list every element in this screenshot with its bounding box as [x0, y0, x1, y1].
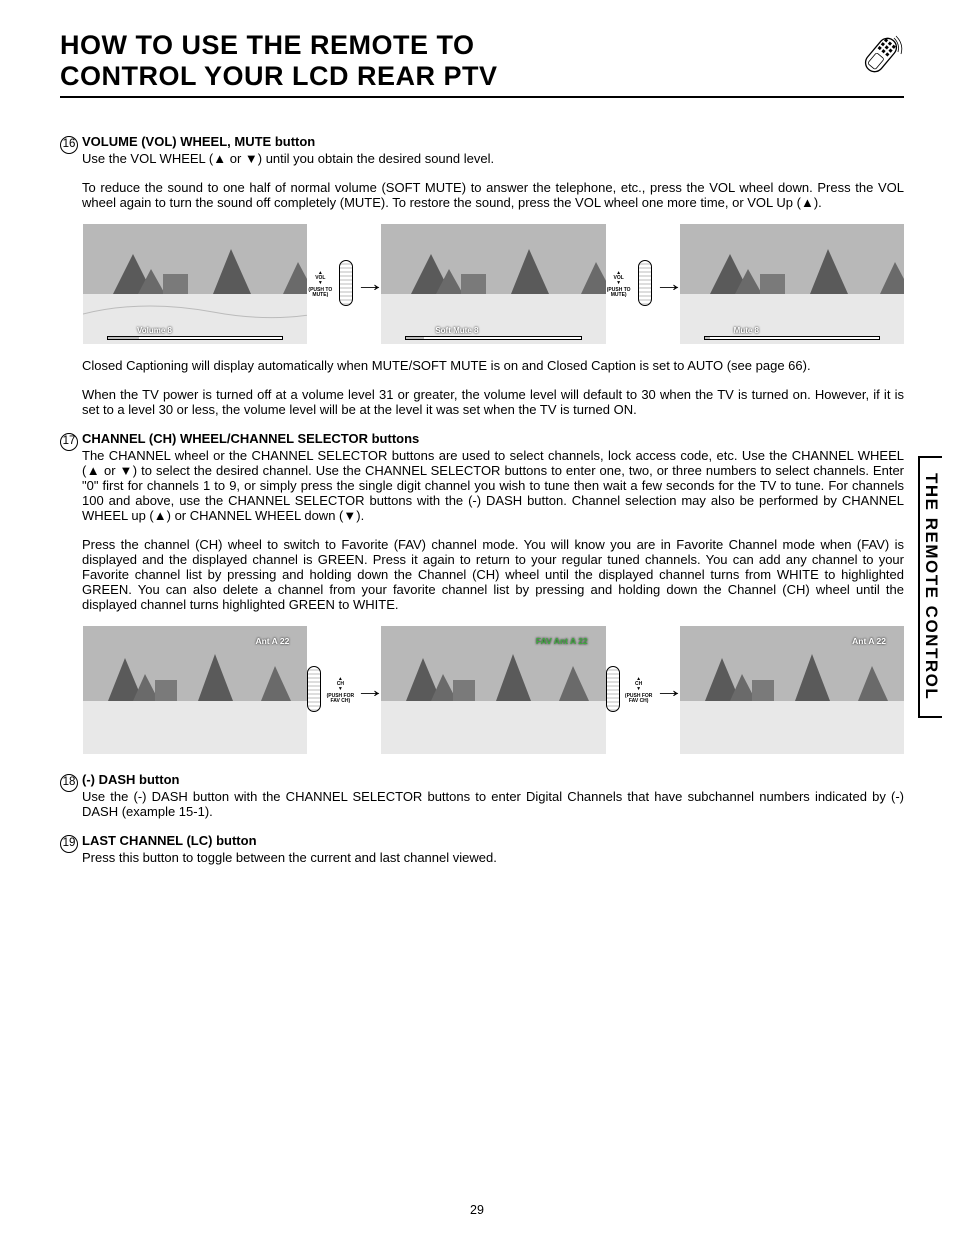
item-number-18: 18 — [60, 772, 82, 819]
section-16-body: VOLUME (VOL) WHEEL, MUTE button Use the … — [82, 134, 904, 210]
title-line-1: HOW TO USE THE REMOTE TO — [60, 30, 475, 60]
vol-wheel-icon — [638, 260, 652, 306]
osd-track — [405, 336, 581, 340]
section-19-body: LAST CHANNEL (LC) button Press this butt… — [82, 833, 904, 865]
wheel-push-label: (PUSH TO MUTE) — [308, 288, 332, 298]
section-16-title: VOLUME (VOL) WHEEL, MUTE button — [82, 134, 904, 149]
volume-thumb-3: Mute 8 — [680, 224, 904, 344]
wheel-label-group: ▲ VOL ▼ (PUSH TO MUTE) — [307, 271, 333, 298]
section-18: 18 (-) DASH button Use the (-) DASH butt… — [60, 772, 904, 819]
vol-wheel-group-2: ▲ VOL ▼ (PUSH TO MUTE) → — [606, 260, 680, 308]
osd-track — [704, 336, 880, 340]
channel-thumb-2: FAV Ant A 22 — [381, 626, 605, 754]
osd-fill — [406, 337, 423, 339]
item-number-16: 16 — [60, 134, 82, 210]
section-18-body: (-) DASH button Use the (-) DASH button … — [82, 772, 904, 819]
wheel-down-icon: ▼ — [616, 281, 621, 286]
volume-demo-row: Volume 8 ▲ VOL ▼ (PUSH TO MUTE) → — [83, 224, 904, 344]
item-number-17: 17 — [60, 431, 82, 612]
section-16: 16 VOLUME (VOL) WHEEL, MUTE button Use t… — [60, 134, 904, 210]
ch-wheel-group-2: ▲ CH ▼ (PUSH FOR FAV CH) → — [606, 666, 680, 714]
channel-thumb-1: Ant A 22 — [83, 626, 307, 754]
section-16-p3: Closed Captioning will display automatic… — [82, 358, 904, 373]
volume-thumb-1: Volume 8 — [83, 224, 307, 344]
ch-wheel-group-1: ▲ CH ▼ (PUSH FOR FAV CH) → — [307, 666, 381, 714]
osd-channel-label: Ant A 22 — [255, 636, 289, 646]
side-tab: THE REMOTE CONTROL — [918, 456, 942, 718]
osd-label: Mute 8 — [734, 326, 759, 335]
channel-demo-row: Ant A 22 ▲ CH ▼ (PUSH FOR FAV CH) → — [83, 626, 904, 754]
section-16-body-cont: Closed Captioning will display automatic… — [82, 358, 904, 417]
remote-icon — [858, 32, 904, 83]
wheel-push-label: (PUSH FOR FAV CH) — [625, 694, 653, 704]
section-17-title: CHANNEL (CH) WHEEL/CHANNEL SELECTOR butt… — [82, 431, 904, 446]
osd-fill — [705, 337, 710, 339]
ch-wheel-icon — [307, 666, 321, 712]
wheel-push-label: (PUSH TO MUTE) — [607, 288, 631, 298]
section-16-p2: To reduce the sound to one half of norma… — [82, 180, 904, 210]
wheel-down-icon: ▼ — [338, 687, 343, 692]
page-title: HOW TO USE THE REMOTE TO CONTROL YOUR LC… — [60, 30, 498, 92]
section-16-p4: When the TV power is turned off at a vol… — [82, 387, 904, 417]
wheel-label-group: ▲ VOL ▼ (PUSH TO MUTE) — [606, 271, 632, 298]
section-19: 19 LAST CHANNEL (LC) button Press this b… — [60, 833, 904, 865]
page-number: 29 — [0, 1203, 954, 1217]
osd-volume-bar: Volume 8 — [107, 326, 283, 340]
page-header: HOW TO USE THE REMOTE TO CONTROL YOUR LC… — [60, 30, 904, 98]
title-line-2: CONTROL YOUR LCD REAR PTV — [60, 61, 498, 91]
section-19-p1: Press this button to toggle between the … — [82, 850, 904, 865]
wheel-push-label: (PUSH FOR FAV CH) — [327, 694, 355, 704]
item-number-19: 19 — [60, 833, 82, 865]
channel-thumb-3: Ant A 22 — [680, 626, 904, 754]
osd-label: Soft Mute 8 — [435, 326, 478, 335]
wheel-label-group: ▲ CH ▼ (PUSH FOR FAV CH) — [327, 677, 353, 704]
spacer — [60, 358, 82, 417]
section-19-title: LAST CHANNEL (LC) button — [82, 833, 904, 848]
vol-wheel-group-1: ▲ VOL ▼ (PUSH TO MUTE) → — [307, 260, 381, 308]
vol-wheel-icon — [339, 260, 353, 306]
section-17-p1: The CHANNEL wheel or the CHANNEL SELECTO… — [82, 448, 904, 523]
osd-channel-label: Ant A 22 — [852, 636, 886, 646]
manual-page: HOW TO USE THE REMOTE TO CONTROL YOUR LC… — [0, 0, 954, 1235]
osd-volume-bar: Mute 8 — [704, 326, 880, 340]
osd-channel-label-fav: FAV Ant A 22 — [536, 636, 588, 646]
section-17-body: CHANNEL (CH) WHEEL/CHANNEL SELECTOR butt… — [82, 431, 904, 612]
section-16-continued: Closed Captioning will display automatic… — [60, 358, 904, 417]
osd-fill — [108, 337, 139, 339]
wheel-down-icon: ▼ — [636, 687, 641, 692]
section-17: 17 CHANNEL (CH) WHEEL/CHANNEL SELECTOR b… — [60, 431, 904, 612]
osd-label: Volume 8 — [137, 326, 172, 335]
ch-wheel-icon — [606, 666, 620, 712]
osd-volume-bar: Soft Mute 8 — [405, 326, 581, 340]
section-16-p1: Use the VOL WHEEL (▲ or ▼) until you obt… — [82, 151, 904, 166]
section-17-p2: Press the channel (CH) wheel to switch t… — [82, 537, 904, 612]
volume-thumb-2: Soft Mute 8 — [381, 224, 605, 344]
section-18-title: (-) DASH button — [82, 772, 904, 787]
section-18-p1: Use the (-) DASH button with the CHANNEL… — [82, 789, 904, 819]
osd-track — [107, 336, 283, 340]
wheel-label-group: ▲ CH ▼ (PUSH FOR FAV CH) — [626, 677, 652, 704]
side-tab-label: THE REMOTE CONTROL — [921, 473, 941, 700]
wheel-down-icon: ▼ — [318, 281, 323, 286]
